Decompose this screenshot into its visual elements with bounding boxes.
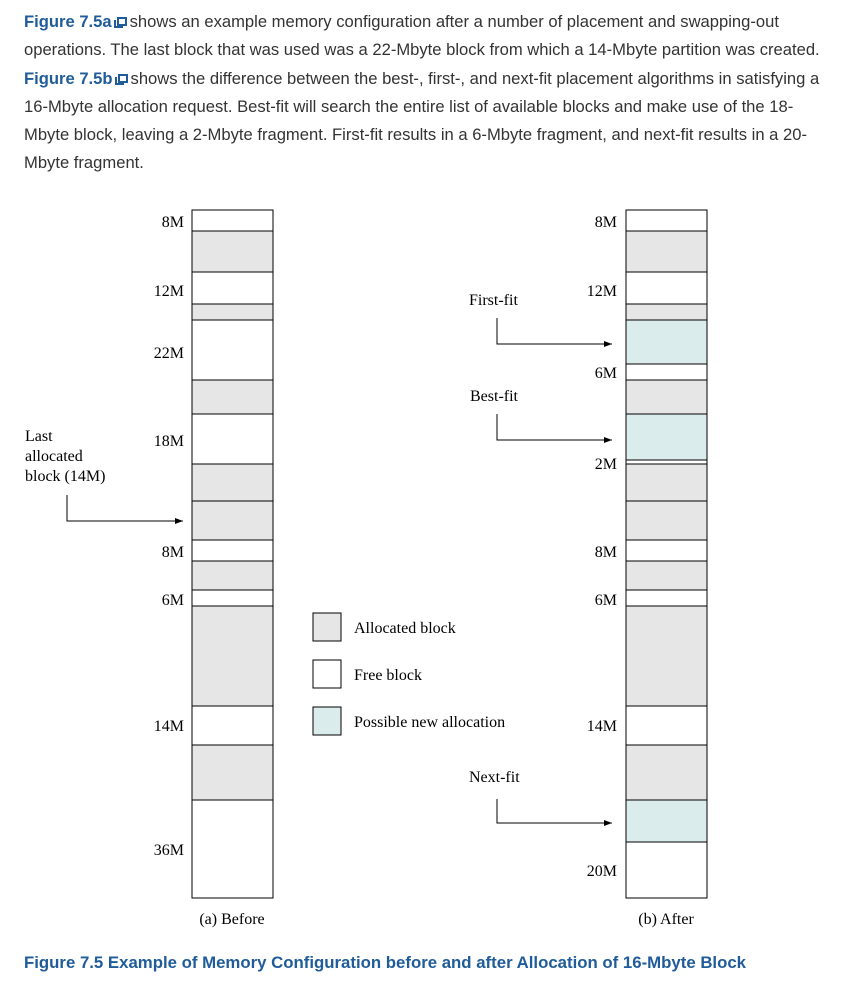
allocated-block bbox=[625, 560, 708, 591]
figure-caption: Figure 7.5 Example of Memory Configurati… bbox=[24, 953, 747, 972]
last-allocated-label-line3: block (14M) bbox=[25, 468, 105, 485]
free-block bbox=[191, 799, 274, 899]
allocated-block bbox=[625, 230, 708, 273]
free-block bbox=[191, 539, 274, 562]
last-allocated-arrow bbox=[66, 495, 183, 524]
figure-link-icon[interactable] bbox=[114, 73, 128, 85]
first-fit-arrow bbox=[496, 318, 612, 347]
after-label-8m-2: 8M bbox=[595, 544, 617, 561]
free-block bbox=[625, 589, 708, 607]
after-caption: (b) After bbox=[638, 911, 694, 928]
free-block bbox=[191, 705, 274, 746]
allocated-block bbox=[625, 463, 708, 502]
free-block bbox=[191, 319, 274, 381]
description-paragraph: Figure 7.5a shows an example memory confi… bbox=[24, 8, 836, 178]
best-fit-arrow bbox=[496, 414, 612, 443]
free-block bbox=[625, 363, 708, 381]
after-label-6m: 6M bbox=[595, 365, 617, 382]
before-label-8m-2: 8M bbox=[162, 544, 184, 561]
allocated-block bbox=[191, 560, 274, 591]
after-label-8m: 8M bbox=[595, 214, 617, 231]
free-block bbox=[625, 271, 708, 305]
allocated-block bbox=[191, 744, 274, 801]
allocated-block bbox=[191, 463, 274, 502]
legend-label-allocated: Allocated block bbox=[354, 620, 456, 637]
before-memory-column bbox=[191, 209, 274, 899]
paragraph-text-1: shows an example memory configuration af… bbox=[24, 12, 820, 60]
after-label-6m-2: 6M bbox=[595, 592, 617, 609]
legend-swatch-new-allocation bbox=[312, 706, 342, 736]
before-label-14m: 14M bbox=[154, 718, 184, 735]
allocated-block bbox=[625, 500, 708, 541]
next-fit-label: Next-fit bbox=[469, 769, 520, 786]
before-label-8m: 8M bbox=[162, 214, 184, 231]
allocated-block bbox=[625, 744, 708, 801]
allocated-block bbox=[191, 605, 274, 707]
legend-label-free: Free block bbox=[354, 667, 422, 684]
after-label-12m: 12M bbox=[587, 283, 617, 300]
last-allocated-label-line1: Last bbox=[25, 428, 53, 445]
figure-link-icon[interactable] bbox=[113, 17, 127, 28]
allocated-block bbox=[191, 500, 274, 541]
free-block bbox=[625, 459, 708, 465]
allocated-block bbox=[191, 230, 274, 273]
free-block bbox=[191, 209, 274, 232]
paragraph-text-2: shows the difference between the best-, … bbox=[24, 68, 820, 173]
allocated-block bbox=[191, 379, 274, 415]
new-allocation-block bbox=[625, 799, 708, 843]
before-label-36m: 36M bbox=[154, 842, 184, 859]
legend-swatch-free bbox=[312, 659, 342, 689]
allocated-block bbox=[625, 605, 708, 707]
before-label-12m: 12M bbox=[154, 283, 184, 300]
figure-7-5b-link[interactable]: Figure 7.5b bbox=[24, 68, 113, 88]
new-allocation-block bbox=[625, 413, 708, 461]
allocated-block bbox=[625, 379, 708, 415]
free-block bbox=[191, 413, 274, 465]
free-block bbox=[625, 841, 708, 899]
allocated-block bbox=[625, 303, 708, 321]
last-allocated-label-line2: allocated bbox=[25, 448, 83, 465]
after-memory-column bbox=[625, 209, 708, 899]
before-label-18m: 18M bbox=[154, 433, 184, 450]
allocated-block bbox=[191, 303, 274, 321]
before-caption: (a) Before bbox=[199, 911, 264, 928]
next-fit-arrow bbox=[496, 799, 612, 826]
before-label-6m: 6M bbox=[162, 592, 184, 609]
free-block bbox=[191, 589, 274, 607]
after-label-14m: 14M bbox=[587, 718, 617, 735]
after-label-2m: 2M bbox=[595, 456, 617, 473]
first-fit-label: First-fit bbox=[469, 292, 518, 309]
legend-swatch-allocated bbox=[312, 612, 342, 642]
before-label-22m: 22M bbox=[154, 345, 184, 362]
new-allocation-block bbox=[625, 319, 708, 365]
free-block bbox=[191, 271, 274, 305]
after-label-20m: 20M bbox=[587, 863, 617, 880]
free-block bbox=[625, 209, 708, 232]
legend-label-new-allocation: Possible new allocation bbox=[354, 714, 505, 731]
free-block bbox=[625, 705, 708, 746]
figure-7-5a-link[interactable]: Figure 7.5a bbox=[24, 12, 112, 31]
free-block bbox=[625, 539, 708, 562]
best-fit-label: Best-fit bbox=[470, 388, 519, 405]
